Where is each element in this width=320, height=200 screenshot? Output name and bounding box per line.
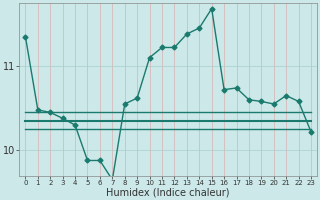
- X-axis label: Humidex (Indice chaleur): Humidex (Indice chaleur): [107, 187, 230, 197]
